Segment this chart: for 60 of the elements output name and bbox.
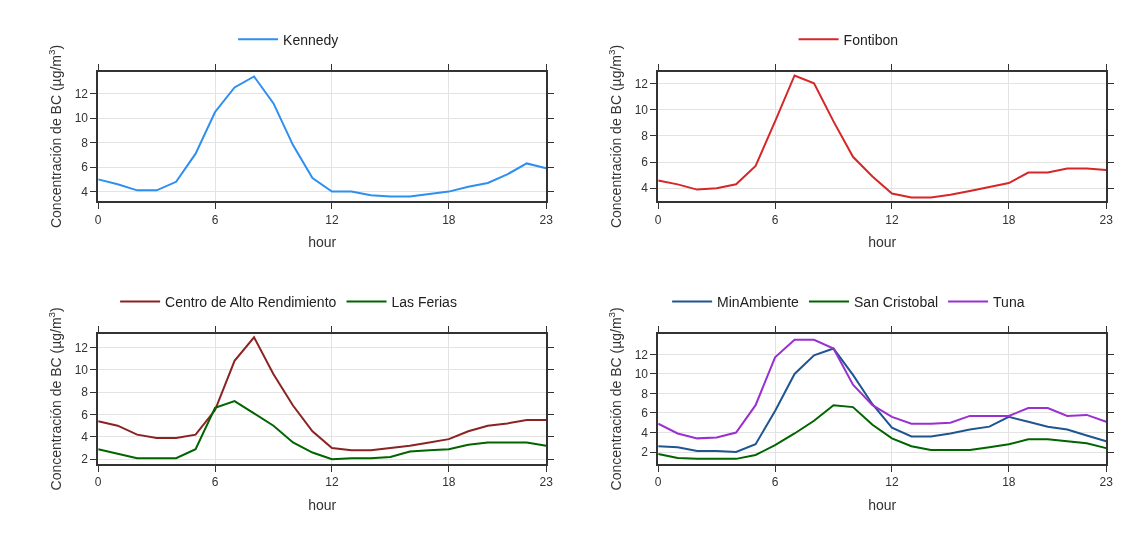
x-tick-label: 23 <box>1099 474 1114 489</box>
y-tick-label: 8 <box>81 135 89 150</box>
x-tick-label: 23 <box>1099 212 1114 227</box>
line-series <box>658 404 1107 460</box>
x-tick-label: 23 <box>539 212 554 227</box>
legend-label: MinAmbiente <box>717 294 800 311</box>
line-series <box>98 400 547 461</box>
x-tick-label: 18 <box>442 474 456 489</box>
y-tick-label: 4 <box>81 430 89 445</box>
y-tick-label: 4 <box>641 181 649 196</box>
y-tick-label: 10 <box>634 367 649 382</box>
x-tick-label: 0 <box>654 212 662 227</box>
y-tick-label: 6 <box>641 406 649 421</box>
x-tick-label: 6 <box>771 474 779 489</box>
x-axis-title: hour <box>868 234 897 251</box>
x-tick-label: 0 <box>94 212 102 227</box>
x-axis-title: hour <box>868 496 897 513</box>
x-tick-label: 0 <box>94 474 102 489</box>
line-series <box>658 74 1107 199</box>
x-tick-label: 23 <box>539 474 554 489</box>
y-tick-label: 6 <box>641 155 649 170</box>
legend-label: Kennedy <box>283 31 339 48</box>
y-tick-label: 12 <box>634 347 649 362</box>
x-axis-title: hour <box>308 234 337 251</box>
y-tick-label: 2 <box>81 452 89 467</box>
y-tick-label: 4 <box>641 425 649 440</box>
y-tick-label: 10 <box>634 102 649 117</box>
y-tick-label: 2 <box>641 445 649 460</box>
legend-label: Tuna <box>993 294 1025 311</box>
x-tick-label: 12 <box>325 474 339 489</box>
y-tick-label: 12 <box>74 86 89 101</box>
x-tick-label: 12 <box>325 212 339 227</box>
y-tick-label: 8 <box>641 386 649 401</box>
x-tick-label: 12 <box>885 212 899 227</box>
y-tick-label: 8 <box>641 129 649 144</box>
legend-label: Centro de Alto Rendimiento <box>165 294 337 311</box>
x-axis-title: hour <box>308 496 337 513</box>
line-series <box>658 338 1107 440</box>
x-tick-label: 18 <box>442 212 456 227</box>
legend-label: San Cristobal <box>854 294 939 311</box>
y-tick-label: 4 <box>81 184 89 199</box>
legend-label: Las Ferias <box>391 294 457 311</box>
x-tick-label: 18 <box>1002 212 1016 227</box>
y-tick-label: 8 <box>81 385 89 400</box>
x-tick-label: 6 <box>771 212 779 227</box>
x-tick-label: 6 <box>211 474 219 489</box>
y-tick-label: 6 <box>81 160 89 175</box>
line-series <box>658 347 1107 454</box>
line-series <box>98 336 547 452</box>
x-tick-label: 12 <box>885 474 899 489</box>
legend-label: Fontibon <box>843 31 899 48</box>
y-tick-label: 12 <box>74 340 89 355</box>
line-series <box>98 75 547 198</box>
y-tick-label: 10 <box>74 362 89 377</box>
y-tick-label: 12 <box>634 76 649 91</box>
x-tick-label: 0 <box>654 474 662 489</box>
y-tick-label: 6 <box>81 407 89 422</box>
x-tick-label: 18 <box>1002 474 1016 489</box>
x-tick-label: 6 <box>211 212 219 227</box>
y-tick-label: 10 <box>74 111 89 126</box>
